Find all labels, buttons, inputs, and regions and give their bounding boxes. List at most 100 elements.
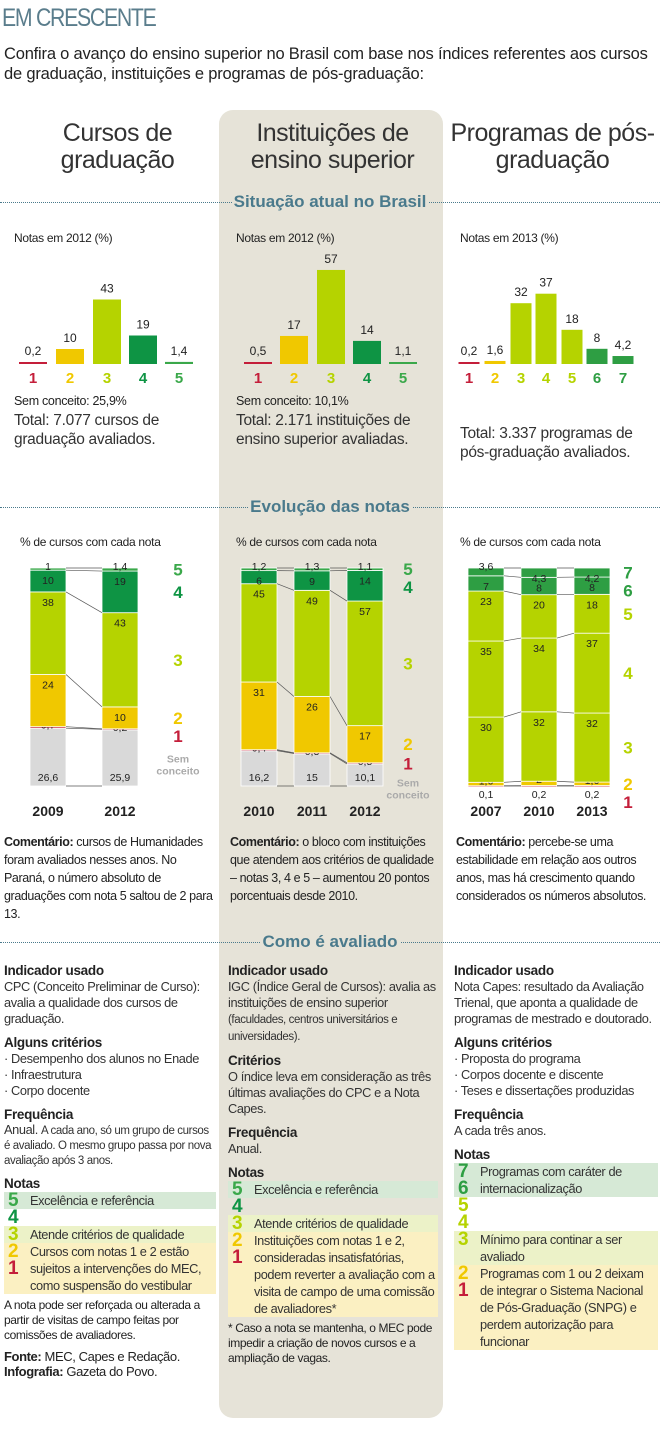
bar-value-label: 0,5 bbox=[250, 344, 267, 358]
segment-label: 1,3 bbox=[305, 561, 320, 573]
segment-label: 32 bbox=[533, 717, 545, 729]
nota-row: 5 bbox=[454, 1196, 658, 1215]
segment-label: 57 bbox=[359, 606, 371, 618]
stacked-segment bbox=[573, 632, 611, 714]
fonte-label: Fonte: bbox=[4, 1349, 42, 1364]
nota-description: Atende critérios de qualidade bbox=[30, 1227, 185, 1242]
stacked-segment bbox=[29, 591, 67, 675]
notas-legend: 5 Excelência e referência 4 3 Atende critéri… bbox=[228, 1180, 438, 1317]
section-situacao: Situação atual no Brasil bbox=[0, 192, 660, 212]
indicador-main: IGC (Índice Geral de Cursos): avalia as … bbox=[228, 979, 436, 1010]
source-credit: Fonte: MEC, Capes e Redação. Infografia:… bbox=[4, 1349, 216, 1379]
segment-label: 10 bbox=[114, 712, 126, 724]
frequencia-text: Anual. bbox=[228, 1141, 262, 1156]
segment-label: 15 bbox=[306, 772, 318, 784]
criterios-text: O índice leva em consideração as três úl… bbox=[228, 1069, 431, 1116]
nota-digits: 3 bbox=[8, 1225, 30, 1244]
nota-digit: 4 bbox=[458, 1212, 469, 1233]
nota-row: 5 Excelência e referência bbox=[228, 1180, 438, 1199]
stacked-segment bbox=[101, 570, 139, 614]
nota-digit: 4 bbox=[232, 1196, 243, 1217]
chart-caption: Notas em 2012 (%) bbox=[236, 231, 335, 245]
connector-line bbox=[276, 583, 295, 591]
stacked-segment bbox=[520, 637, 558, 713]
nota-row: 2 1 Instituições com notas 1 e 2, consider… bbox=[228, 1230, 438, 1317]
legend-nota: 4 bbox=[623, 664, 633, 683]
nota-digits: 5 bbox=[8, 1191, 30, 1210]
legend-nota: 1 bbox=[623, 793, 632, 812]
section-evolucao: Evolução das notas bbox=[0, 497, 660, 517]
year-label: 2011 bbox=[297, 803, 328, 819]
nota-digits: 3 bbox=[458, 1229, 480, 1250]
criterios-heading: Alguns critérios bbox=[454, 1035, 552, 1050]
category-label: 3 bbox=[517, 370, 525, 387]
stacked-segment bbox=[346, 570, 384, 602]
notas-heading: Notas bbox=[454, 1147, 491, 1162]
segment-label: 3,6 bbox=[479, 561, 494, 573]
connector-line bbox=[503, 780, 522, 783]
bar bbox=[389, 362, 417, 364]
stacked-segment bbox=[573, 712, 611, 783]
sem-conceito-text: Sem conceito: 25,9% bbox=[14, 394, 127, 408]
nota-digit: 1 bbox=[458, 1280, 469, 1301]
evol-caption: % de cursos com cada nota bbox=[20, 535, 161, 549]
legend-nota: 4 bbox=[403, 578, 413, 597]
stacked-segment bbox=[573, 593, 611, 634]
bar-value-label: 14 bbox=[360, 323, 374, 337]
frequencia-heading: Frequência bbox=[4, 1107, 74, 1122]
criterio-item: · Infraestrutura bbox=[4, 1067, 82, 1082]
column-title-cursos: Cursos de graduação bbox=[60, 119, 175, 174]
info-column-programas: Indicador usado Nota Capes: resultado da… bbox=[454, 962, 658, 1350]
section-situacao-title: Situação atual no Brasil bbox=[231, 192, 429, 211]
legend-nota: 3 bbox=[623, 739, 632, 758]
segment-label: 25,9 bbox=[110, 772, 131, 784]
notas-footnote: * Caso a nota se mantenha, o MEC pode im… bbox=[228, 1321, 433, 1365]
nota-description: Excelência e referência bbox=[254, 1182, 378, 1197]
bar bbox=[56, 349, 84, 364]
nota-digit: 2 bbox=[232, 1230, 243, 1251]
segment-label: 24 bbox=[42, 680, 54, 692]
nota-digit: 3 bbox=[458, 1229, 469, 1250]
nota-row: 2 1 Cursos com notas 1 e 2 estão sujeitos … bbox=[4, 1242, 216, 1294]
connector-line bbox=[276, 749, 295, 754]
indicador-text: IGC (Índice Geral de Cursos): avalia as … bbox=[228, 979, 438, 1045]
year-label: 2012 bbox=[349, 803, 380, 819]
legend-nota: 5 bbox=[623, 605, 632, 624]
legend-nota: 3 bbox=[403, 654, 412, 673]
legend-nota: 2 bbox=[403, 735, 412, 754]
bar bbox=[458, 362, 480, 364]
criterio-item: · Corpos docente e discente bbox=[454, 1067, 604, 1082]
bar bbox=[93, 299, 121, 364]
nota-row: 5 Excelência e referência bbox=[4, 1191, 216, 1210]
legend-nota: 4 bbox=[173, 583, 183, 602]
segment-label: 23 bbox=[480, 596, 492, 608]
frequencia-text: Anual. A cada ano, só um grupo de cursos… bbox=[4, 1123, 216, 1168]
nota-row: 4 bbox=[4, 1208, 216, 1227]
nota-digit: 3 bbox=[232, 1213, 243, 1234]
stacked-segment bbox=[240, 681, 278, 751]
segment-label: 17 bbox=[359, 731, 371, 743]
fonte-text: MEC, Capes e Redação. bbox=[44, 1349, 181, 1364]
stacked-segment bbox=[293, 589, 331, 697]
stacked-segment bbox=[520, 594, 558, 639]
legend-nota: 7 bbox=[623, 564, 632, 583]
nota-row: 2 1 Programas com 1 ou 2 deixam de integra… bbox=[454, 1264, 658, 1350]
segment-label: 31 bbox=[253, 687, 265, 699]
nota-digits: 4 bbox=[232, 1196, 254, 1217]
stacked-segment bbox=[29, 674, 67, 728]
segment-label: 6 bbox=[256, 576, 262, 588]
nota-digit: 1 bbox=[232, 1247, 243, 1268]
bar bbox=[165, 361, 193, 364]
connector-line bbox=[329, 696, 348, 726]
connector-line bbox=[503, 575, 522, 578]
connector-line bbox=[556, 780, 575, 783]
comment-label: Comentário: bbox=[230, 835, 300, 849]
comment-label: Comentário: bbox=[456, 835, 526, 849]
segment-label: 34 bbox=[533, 643, 545, 655]
segment-label: 37 bbox=[586, 638, 598, 650]
section-como-title: Como é avaliado bbox=[260, 932, 400, 951]
category-label: 7 bbox=[619, 370, 627, 387]
